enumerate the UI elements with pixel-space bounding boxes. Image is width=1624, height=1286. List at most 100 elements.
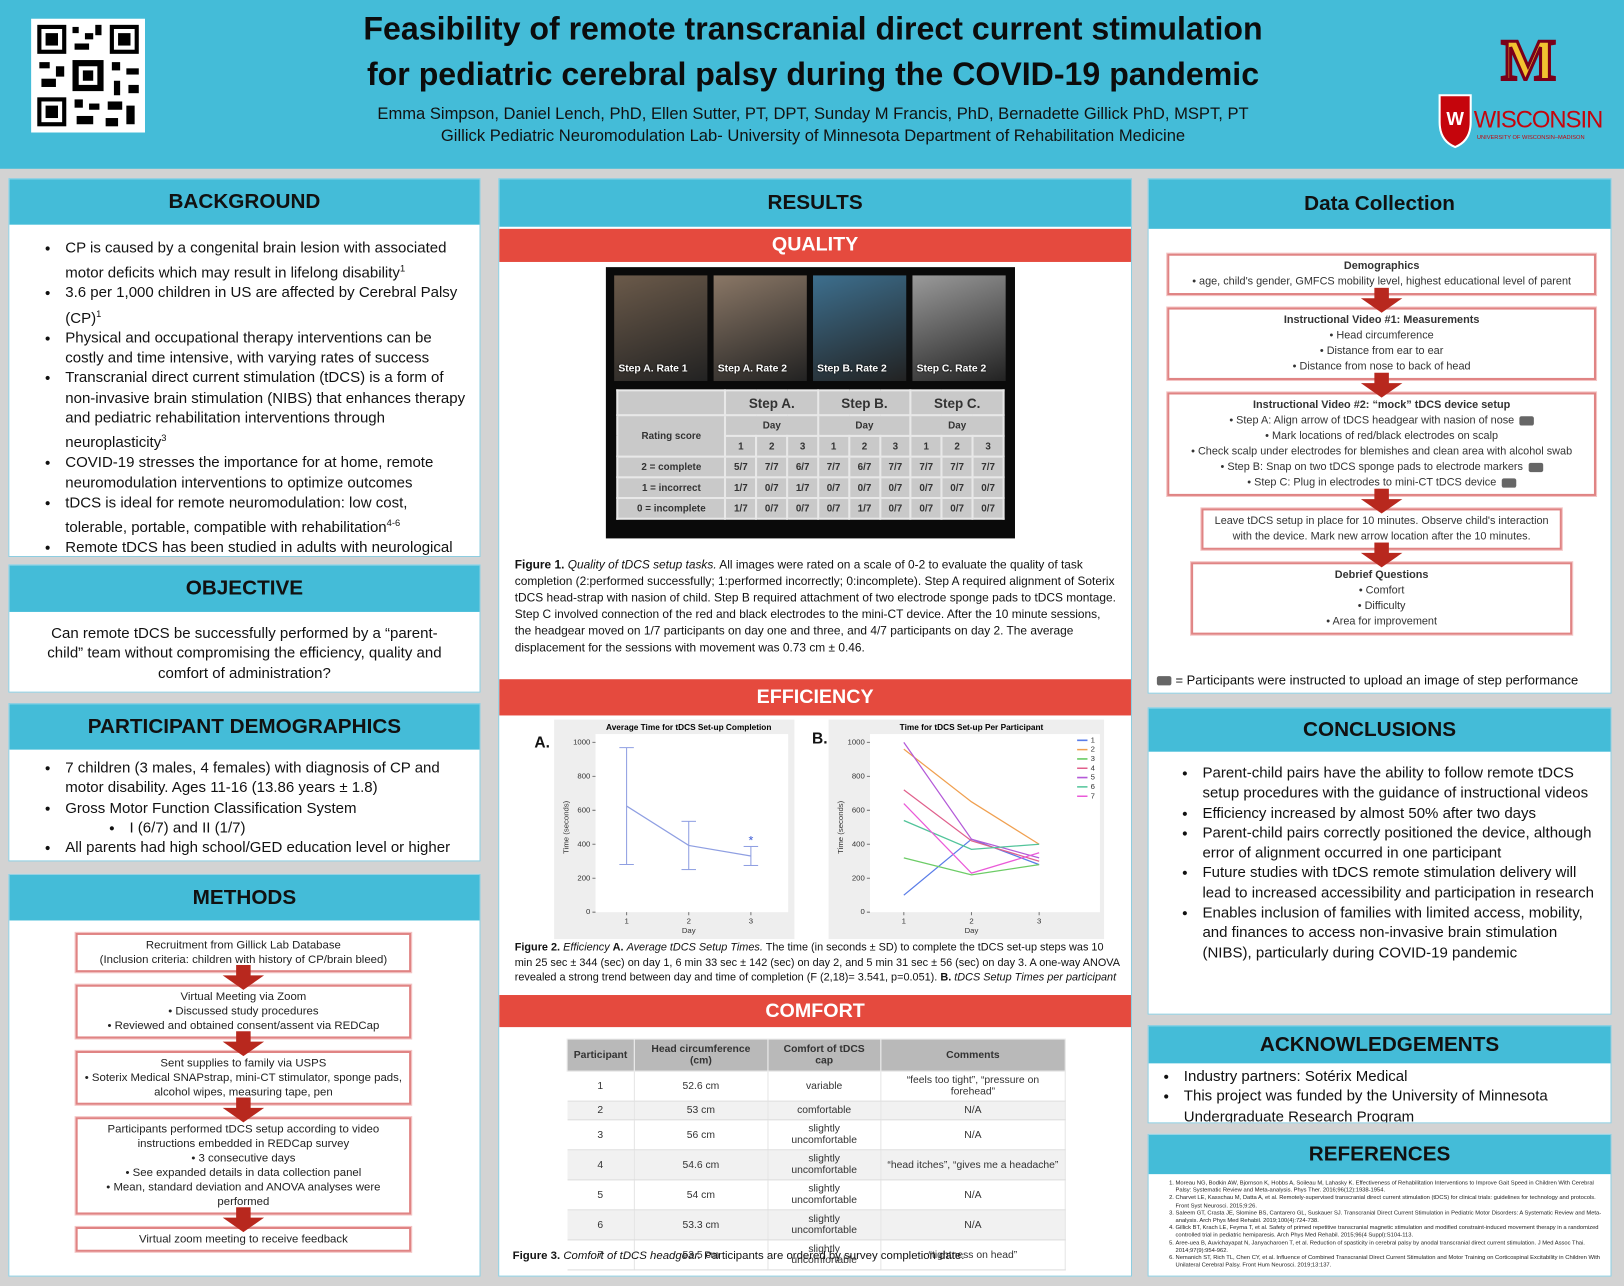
x-axis-label: Day	[682, 926, 696, 935]
table-cell: 0/7	[847, 476, 881, 500]
box-bullet: Head circumference	[1173, 328, 1589, 344]
bullet-list: Parent-child pairs have the ability to f…	[1149, 764, 1611, 964]
box-bullet: Step A: Align arrow of tDCS headgear wit…	[1173, 413, 1589, 429]
table-cell: 53 cm	[634, 1101, 769, 1121]
chart-title: Time for tDCS Set-up Per Participant	[900, 723, 1044, 732]
legend-label: 3	[1091, 754, 1095, 763]
table-cell: 0/7	[971, 476, 1005, 500]
wisconsin-subtitle: UNIVERSITY OF WISCONSIN–MADISON	[1477, 135, 1585, 141]
table-row: 5 54 cm slightly uncomfortable N/A	[567, 1179, 1066, 1211]
table-cell: 7	[567, 1239, 635, 1271]
x-tick-label: 2	[687, 917, 691, 926]
reference: Nemanich ST, Rich TL, Chen CY, et al. In…	[1176, 1255, 1603, 1270]
comfort-table: Participant Head circumference (cm) Comfor…	[566, 1038, 1066, 1271]
chart: Average Time for tDCS Set-up Completion 0…	[554, 719, 795, 940]
reference: Charvet LE, Kasschau M, Datta A, et al. …	[1176, 1195, 1603, 1210]
table-cell: N/A	[880, 1209, 1066, 1241]
methods-flowchart: Recruitment from Gillick Lab Database (In…	[75, 932, 412, 1252]
table-cell: 6/7	[847, 455, 881, 479]
box-title: Debrief Questions	[1334, 568, 1429, 581]
authors: Emma Simpson, Daniel Lench, PhD, Ellen S…	[377, 105, 1249, 124]
references-section: REFERENCES Moreau NG, Bodkin AW, Bjornso…	[1147, 1133, 1612, 1277]
caption-run: Comfort of tDCS headgear.	[563, 1249, 701, 1263]
table-row: Step A. Step B. Step C.	[616, 389, 1005, 417]
y-axis-label: Time (seconds)	[562, 800, 571, 854]
list-item: All parents had high school/GED educatio…	[61, 839, 469, 859]
photo: Step A. Rate 1	[614, 275, 708, 382]
box-bullet: See expanded details in data collection …	[82, 1166, 405, 1180]
flow-arrow	[222, 1207, 265, 1233]
section-heading: BACKGROUND	[9, 179, 480, 225]
table-cell: 0/7	[909, 476, 943, 500]
minnesota-logo: M	[1501, 31, 1556, 93]
caption-run: The time (in seconds ± SD) to complete t…	[514, 941, 1120, 984]
table-cell: 54 cm	[634, 1179, 769, 1211]
conclusions-section: CONCLUSIONS Parent-child pairs have the …	[1147, 707, 1612, 1015]
section-heading: OBJECTIVE	[9, 565, 480, 612]
title-block: Feasibility of remote transcranial direc…	[311, 6, 1316, 147]
table-cell: 1/7	[724, 476, 758, 500]
section-heading: RESULTS	[499, 179, 1131, 227]
data-line	[903, 789, 1040, 862]
table-header: 2	[940, 434, 974, 458]
table-cell: 5/7	[724, 455, 758, 479]
list-item: 7 children (3 males, 4 females) with dia…	[61, 759, 469, 799]
box-bullet: Check scalp under electrodes for blemish…	[1173, 444, 1589, 460]
quality-figure: Step A. Rate 1 Step A. Rate 2 Step B. Rate…	[605, 267, 1015, 539]
chart: Time for tDCS Set-up Per Participant 0 200…	[828, 719, 1105, 940]
table-cell: 52.6 cm	[634, 1071, 769, 1102]
table-cell: 7/7	[940, 455, 974, 479]
data-line	[903, 819, 1040, 850]
y-tick-label: 400	[852, 839, 865, 848]
box-bullet: age, child's gender, GMFCS mobility leve…	[1173, 274, 1589, 290]
affiliation: Gillick Pediatric Neuromodulation Lab- U…	[440, 127, 1186, 145]
box-line: Participants performed tDCS setup accord…	[107, 1123, 380, 1151]
table-header: Step A.	[724, 389, 820, 417]
figure-caption: Figure 1. Quality of tDCS setup tasks. A…	[515, 557, 1118, 656]
reference-list: Moreau NG, Bodkin AW, Bjornson K, Hobbs …	[1149, 1174, 1611, 1270]
box-title: Demographics	[1343, 259, 1420, 273]
y-tick-label: 0	[586, 907, 590, 916]
objective-text: Can remote tDCS be successfully performe…	[47, 625, 442, 682]
y-tick-label: 600	[577, 805, 590, 814]
box-line: Leave tDCS setup in place for 10 minutes…	[1214, 514, 1549, 543]
box-bullet: Difficulty	[1197, 598, 1566, 614]
photo: Step C. Rate 2	[912, 275, 1006, 382]
box-bullet: Distance from ear to ear	[1173, 344, 1589, 360]
legend-label: 4	[1091, 763, 1096, 772]
error-bar	[681, 820, 696, 871]
row-label: 0 = incomplete	[616, 496, 727, 520]
table-cell: variable	[767, 1071, 882, 1102]
table-cell: 6	[567, 1209, 635, 1241]
title-line: for pediatric cerebral palsy during the …	[366, 55, 1260, 93]
plot-area	[869, 734, 1100, 913]
acknowledgements-section: ACKNOWLEDGEMENTS Industry partners: Soté…	[1147, 1025, 1612, 1124]
table-cell: 0/7	[971, 496, 1005, 520]
y-tick-label: 800	[852, 771, 865, 780]
table-cell: N/A	[880, 1119, 1066, 1151]
bullet-text: Step A: Align arrow of tDCS headgear wit…	[1236, 414, 1515, 427]
table-header: 3	[878, 434, 912, 458]
table-cell: N/A	[880, 1101, 1066, 1121]
section-heading: CONCLUSIONS	[1148, 708, 1611, 752]
flow-arrow	[1360, 372, 1403, 398]
box-line: Virtual Meeting via Zoom	[180, 990, 307, 1004]
box-bullet: Step B: Snap on two tDCS sponge pads to …	[1173, 460, 1589, 476]
table-cell: 1/7	[724, 496, 758, 520]
caption-run: Participants are ordered by survey compl…	[704, 1249, 965, 1263]
table-cell: 0/7	[878, 476, 912, 500]
table-header: 2	[755, 434, 789, 458]
table-cell: 7/7	[817, 455, 851, 479]
list-item: Parent-child pairs have the ability to f…	[1198, 764, 1600, 804]
row-label: 2 = complete	[616, 455, 727, 479]
flow-box: Instructional Video #1: MeasurementsHead…	[1167, 307, 1597, 380]
annotation: *	[748, 834, 753, 848]
photo-note: = Participants were instructed to upload…	[1156, 673, 1578, 688]
bullet-text: Step B: Snap on two tDCS sponge pads to …	[1227, 460, 1523, 474]
list-item: COVID-19 stresses the importance for at …	[61, 454, 469, 494]
title-line: Feasibility of remote transcranial direc…	[363, 10, 1263, 47]
legend-label: 6	[1091, 782, 1095, 791]
box-line: Sent supplies to family via USPS	[160, 1057, 327, 1070]
list-item: Enables inclusion of families with limit…	[1198, 904, 1600, 964]
